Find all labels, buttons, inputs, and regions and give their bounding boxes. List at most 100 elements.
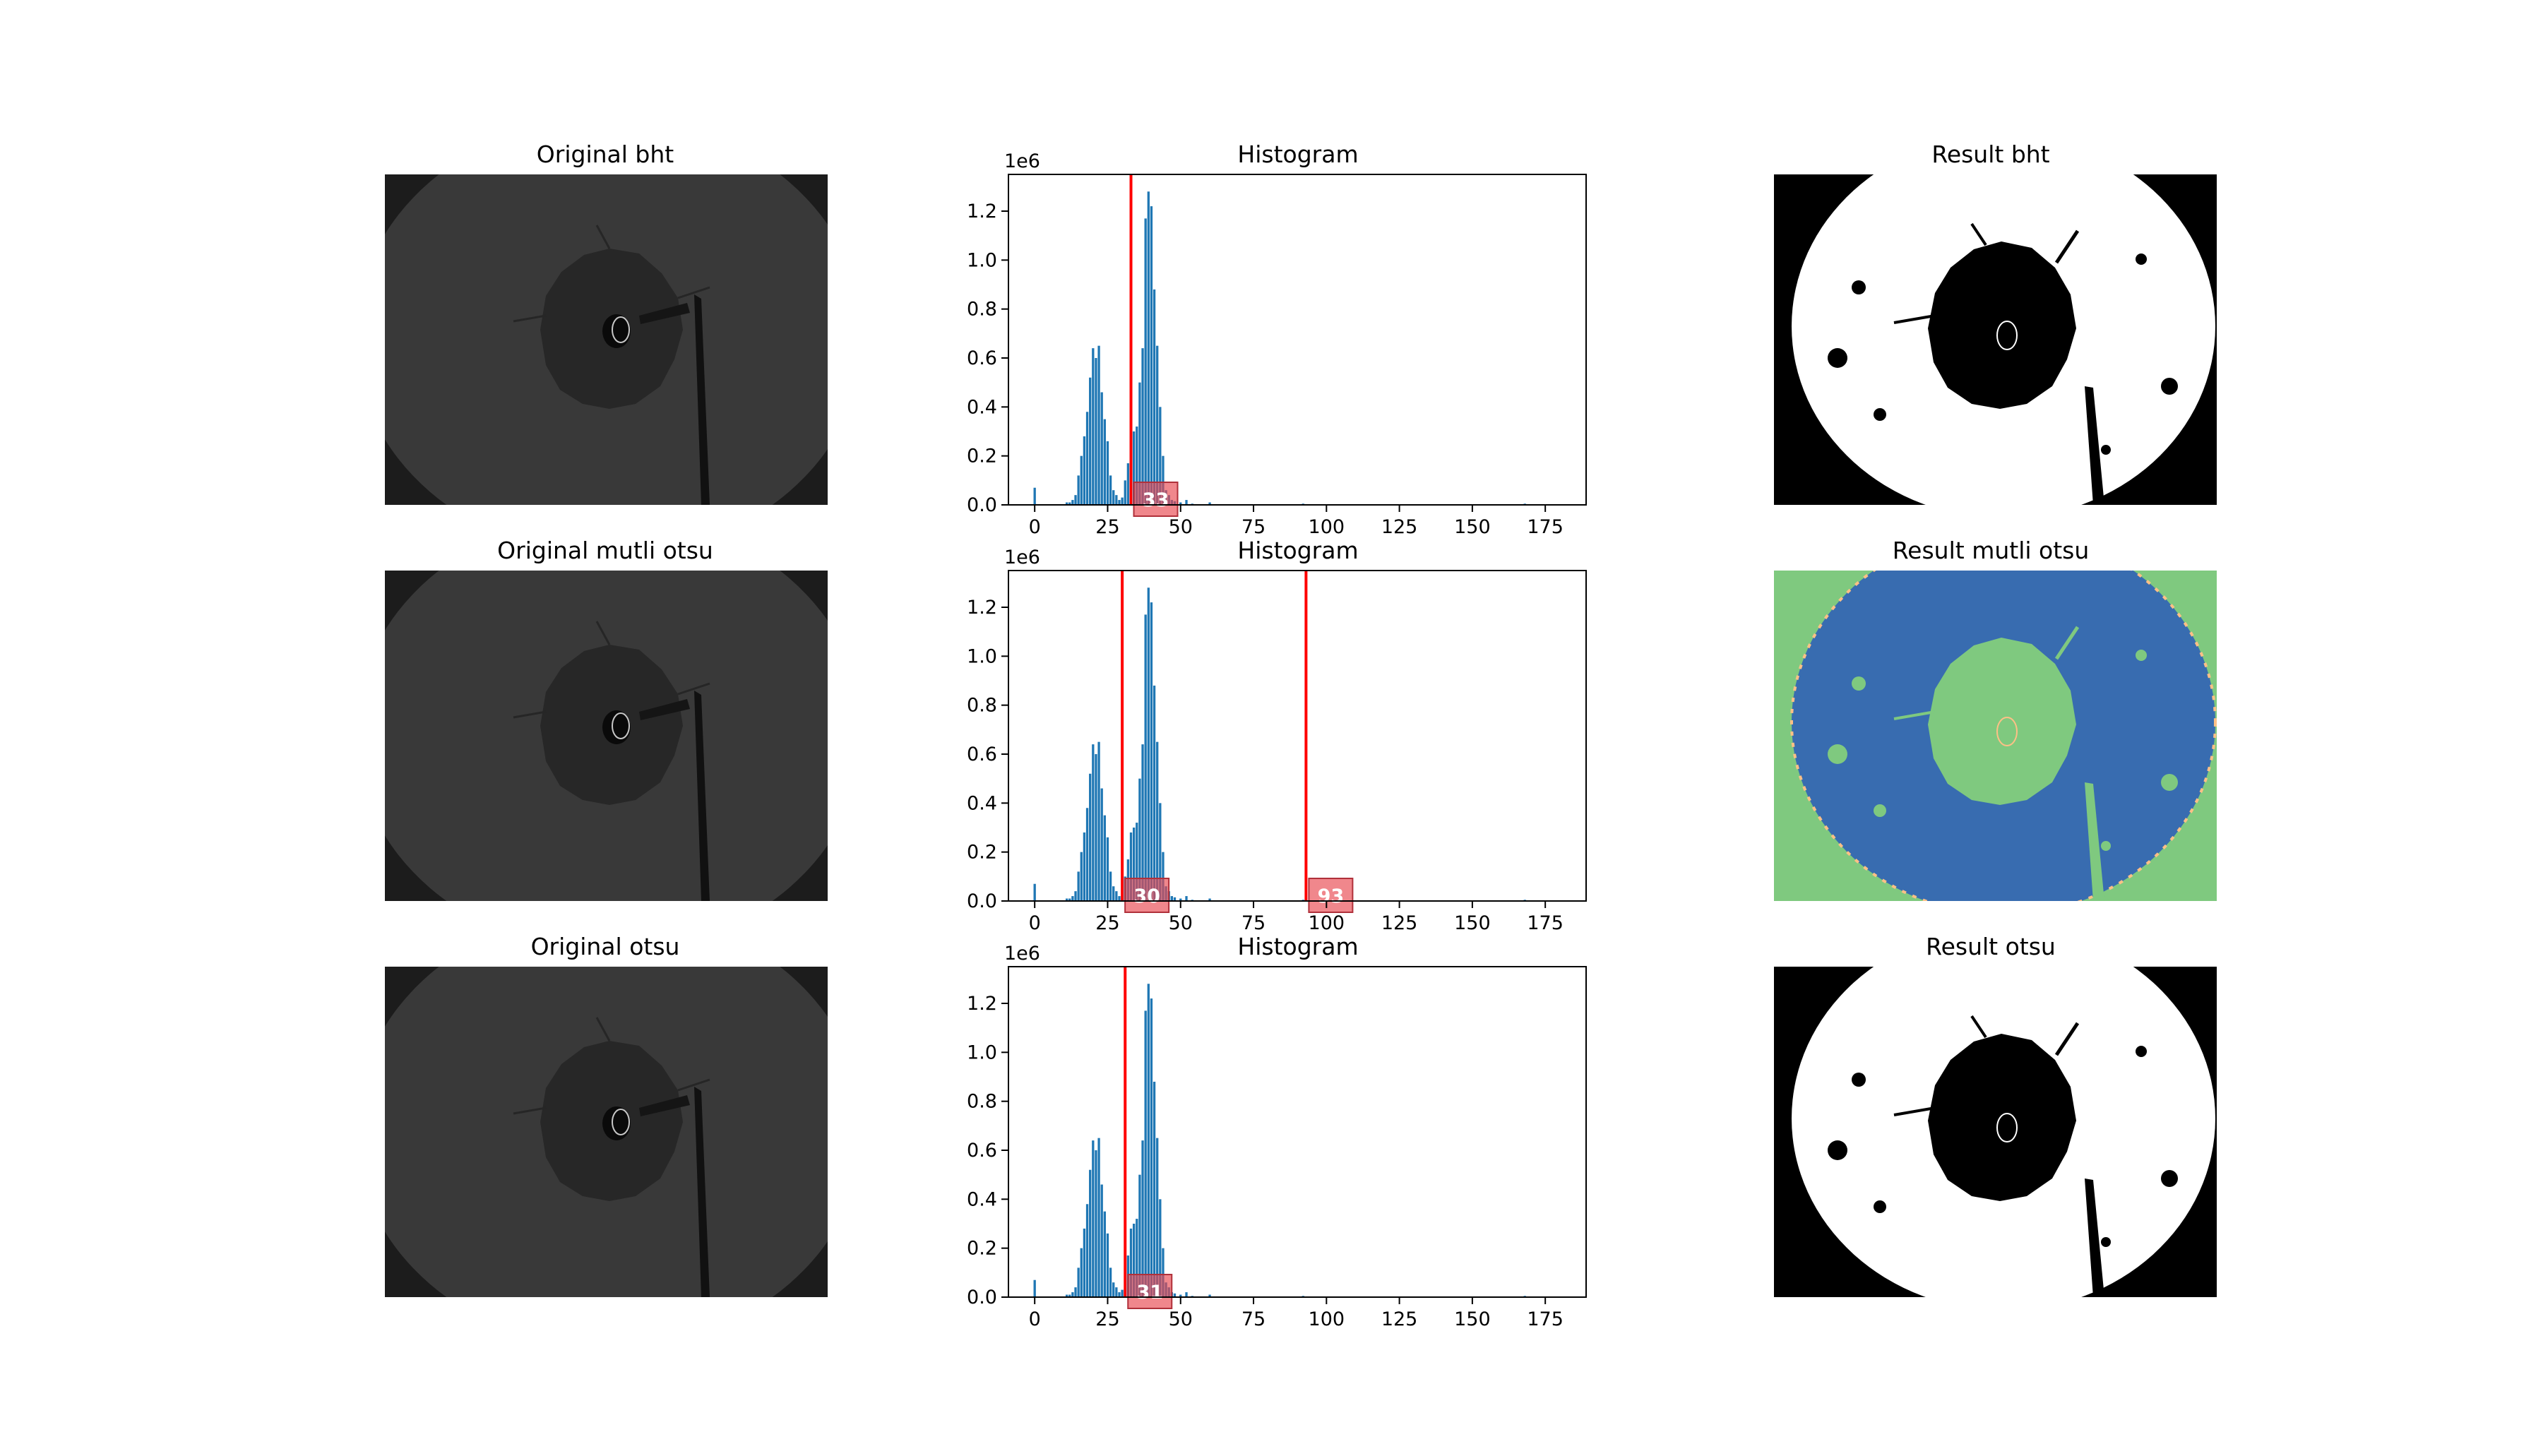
x-tick-label: 100: [1309, 516, 1345, 538]
histogram-bar: [1071, 500, 1074, 505]
y-offset-label: 1e6: [1004, 547, 1040, 568]
histogram-bar: [1097, 741, 1100, 901]
histogram-bar: [1112, 886, 1115, 901]
histogram-bar: [1068, 502, 1071, 505]
histogram-bar: [1138, 382, 1141, 505]
x-tick-label: 125: [1381, 912, 1418, 934]
histogram-bar: [1129, 1228, 1133, 1297]
histogram-bar: [1068, 1294, 1071, 1297]
histogram-bar: [1121, 1289, 1124, 1297]
histogram-bar: [1141, 348, 1144, 505]
histogram-bar: [1083, 1228, 1086, 1297]
histogram-bar: [1185, 1292, 1188, 1297]
histogram-bar: [1118, 1292, 1121, 1297]
histogram-bar: [1092, 348, 1095, 505]
histogram-bar: [1150, 998, 1153, 1297]
histogram-bar: [1065, 898, 1068, 901]
histogram-bar: [1092, 1140, 1095, 1297]
histogram-bar: [1153, 1081, 1156, 1297]
y-tick-label: 1.0: [967, 645, 997, 667]
histogram-bar: [1179, 502, 1182, 505]
histogram-bar: [1097, 345, 1100, 505]
histogram-bar: [1208, 502, 1211, 505]
histogram-bar: [1156, 741, 1159, 901]
histogram-bar: [1100, 1184, 1103, 1297]
histogram-bar: [1112, 490, 1115, 505]
histogram-bar: [1132, 431, 1136, 505]
x-tick-label: 150: [1454, 1308, 1491, 1330]
original-title-row2: Original mutli otsu: [497, 537, 713, 564]
threshold-label-box: [1124, 878, 1170, 913]
histogram-bar: [1173, 897, 1177, 901]
histogram-bar: [1153, 685, 1156, 901]
x-tick-label: 25: [1095, 912, 1119, 934]
threshold-label: 30: [1133, 885, 1160, 907]
y-tick-label: 0.8: [967, 695, 997, 717]
histogram-bar: [1077, 475, 1080, 505]
histogram-bar: [1085, 808, 1089, 901]
original-title-row3: Original otsu: [530, 933, 680, 960]
histogram-bar: [1118, 500, 1121, 505]
histogram-bar: [1065, 502, 1068, 505]
histogram-bar: [1136, 823, 1138, 901]
histogram-title-row3: Histogram: [1237, 933, 1359, 960]
y-tick-label: 1.0: [967, 1042, 997, 1063]
histogram-bar: [1074, 891, 1077, 901]
histogram-bar: [1162, 852, 1165, 901]
histogram-bar: [1185, 896, 1188, 901]
histogram-bar: [1100, 392, 1103, 505]
histogram-bar: [1138, 1174, 1141, 1297]
original-image-row2: [385, 571, 828, 901]
histogram-bar: [1147, 191, 1150, 505]
histogram-bar: [1095, 358, 1097, 505]
histogram-bar: [1074, 1287, 1077, 1297]
histogram-bar: [1144, 218, 1147, 505]
plot-frame: [1008, 570, 1587, 902]
histogram-bar: [1109, 1267, 1112, 1297]
threshold-label: 31: [1136, 1282, 1163, 1303]
histogram-bar: [1077, 871, 1080, 901]
y-tick-label: 1.2: [967, 993, 997, 1015]
histogram-bar: [1147, 984, 1150, 1297]
histogram-bar: [1033, 883, 1036, 901]
result-image-row3: [1774, 967, 2217, 1297]
histogram-bar: [1092, 744, 1095, 901]
y-tick-label: 0.0: [967, 890, 997, 912]
histogram-bar: [1126, 463, 1130, 505]
y-tick-label: 0.6: [967, 1140, 997, 1162]
x-tick-label: 150: [1454, 516, 1491, 538]
threshold-label: 93: [1318, 885, 1345, 907]
x-tick-label: 150: [1454, 912, 1491, 934]
original-image-row3: [385, 967, 828, 1297]
histogram-bar: [1173, 1293, 1177, 1297]
histogram-bar: [1156, 345, 1159, 505]
threshold-label-box: [1308, 878, 1354, 913]
y-tick-label: 1.0: [967, 249, 997, 271]
y-tick-label: 1.2: [967, 201, 997, 222]
y-tick-label: 1.2: [967, 597, 997, 619]
y-tick-label: 0.2: [967, 446, 997, 467]
x-tick-label: 125: [1381, 516, 1418, 538]
histogram-bar: [1132, 828, 1136, 901]
histogram-bar: [1080, 1248, 1083, 1297]
histogram-bar: [1074, 495, 1077, 505]
original-image-row1: [385, 174, 828, 505]
histogram-bar: [1162, 455, 1165, 505]
histogram-bar: [1138, 778, 1141, 901]
x-tick-label: 25: [1095, 1308, 1119, 1330]
x-tick-label: 50: [1169, 516, 1193, 538]
y-tick-label: 0.4: [967, 792, 997, 814]
histogram-bar: [1115, 1287, 1118, 1297]
y-tick-label: 0.8: [967, 299, 997, 321]
result-image-row1: [1774, 174, 2217, 505]
y-tick-label: 0.0: [967, 494, 997, 516]
histogram-bar: [1150, 206, 1153, 505]
threshold-label: 33: [1143, 489, 1169, 511]
result-title-row3: Result otsu: [1926, 933, 2056, 960]
histogram-bar: [1068, 898, 1071, 901]
x-tick-label: 50: [1169, 1308, 1193, 1330]
histogram-bar: [1071, 1292, 1074, 1297]
histogram-bar: [1129, 832, 1133, 901]
histogram-bar: [1144, 614, 1147, 901]
histogram-bar: [1159, 407, 1162, 505]
